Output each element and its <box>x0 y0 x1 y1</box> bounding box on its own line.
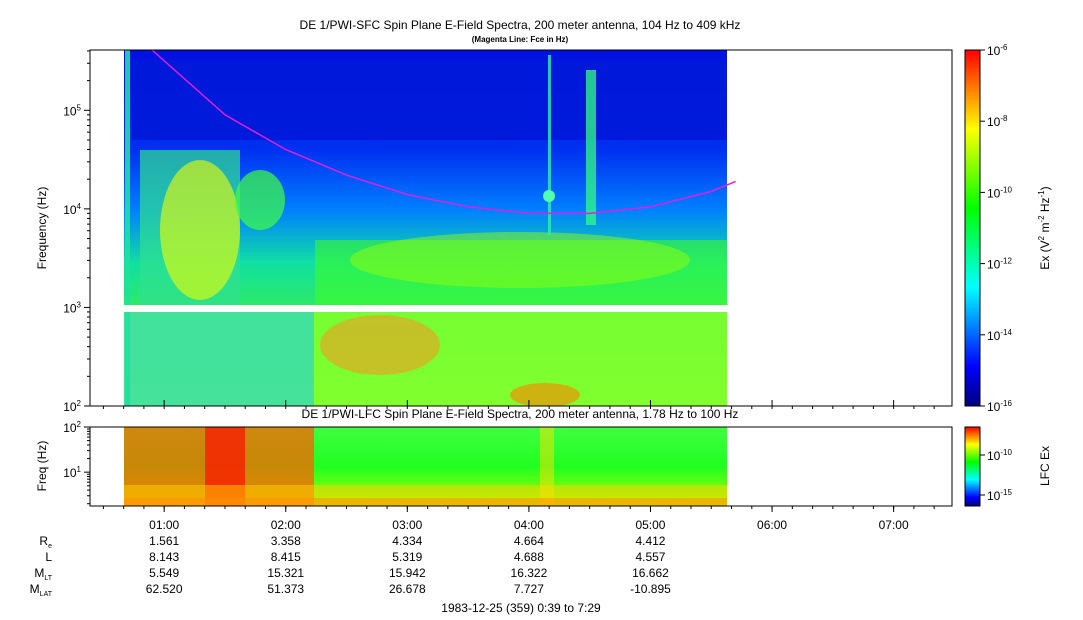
sfc-colorbar-ticks: 10-6 10-8 10-10 10-12 10-14 10-16 <box>980 43 1012 414</box>
time-axis-labels: 01:00 02:00 03:00 04:00 05:00 06:00 07:00 <box>149 518 909 532</box>
lfc-y-tick-label: 101 <box>63 465 81 480</box>
fce-line <box>151 50 736 215</box>
ephemeris-value: 7.727 <box>514 582 544 596</box>
sfc-hiss-band <box>315 240 727 306</box>
lfc-y-tick-label: 102 <box>63 420 81 435</box>
lfc-panel-title: DE 1/PWI-LFC Spin Plane E-Field Spectra,… <box>301 407 739 421</box>
ephemeris-value: 1.561 <box>149 534 179 548</box>
sfc-y-tick-label: 102 <box>63 399 81 414</box>
ephemeris-value: 16.662 <box>632 566 669 580</box>
ephemeris-value: 16.322 <box>511 566 548 580</box>
ephemeris-row-label: MLAT <box>30 582 53 598</box>
time-tick-label: 02:00 <box>271 518 301 532</box>
ephemeris-table: Re 1.561 3.358 4.334 4.664 4.412 L 8.143 8.415 5.… <box>30 534 671 598</box>
ephemeris-value: 15.942 <box>389 566 426 580</box>
ephemeris-value: 4.412 <box>635 534 665 548</box>
time-tick-label: 07:00 <box>879 518 909 532</box>
time-tick-label: 05:00 <box>635 518 665 532</box>
lfc-spike <box>540 427 554 506</box>
sfc-x-ticks <box>102 400 935 409</box>
ephemeris-value: 62.520 <box>146 582 183 596</box>
sfc-colorbar-tick-label: 10-12 <box>987 257 1012 272</box>
sfc-hiss-core <box>350 232 690 288</box>
lfc-plot-frame <box>89 426 953 507</box>
cb-label-exp2: -2 <box>1037 215 1046 223</box>
time-tick-label: 06:00 <box>757 518 787 532</box>
sfc-high-band-dark <box>132 60 727 140</box>
sfc-spike-blob <box>543 190 555 202</box>
ephemeris-value: 4.688 <box>514 550 544 564</box>
lfc-y-axis-label: Freq (Hz) <box>35 441 49 492</box>
sfc-spike-2 <box>548 55 551 235</box>
cb-label-suffix: ) <box>1038 186 1052 190</box>
ephemeris-value: 4.664 <box>514 534 544 548</box>
ephemeris-row-label: MLT <box>34 566 52 582</box>
sfc-colorbar-tick-label: 10-16 <box>987 399 1012 414</box>
cb-label-mid: m <box>1038 223 1052 236</box>
sfc-low-band-early <box>124 312 314 406</box>
sfc-spike-1 <box>125 50 130 406</box>
sfc-y-tick-label: 104 <box>63 202 81 217</box>
sfc-y-axis-label: Frequency (Hz) <box>35 187 49 270</box>
sfc-panel-subtitle: (Magenta Line: Fce in Hz) <box>471 35 569 44</box>
cb-label-exp3: -1 <box>1037 190 1046 198</box>
ephemeris-row-label: L <box>45 550 52 564</box>
ephemeris-value: -10.895 <box>630 582 671 596</box>
time-tick-label: 04:00 <box>514 518 544 532</box>
sfc-colorbar-tick-label: 10-14 <box>987 328 1012 343</box>
lfc-spectrogram-panel: 101 102 Freq (Hz) <box>35 420 953 512</box>
lfc-y-axis: 101 102 <box>63 420 90 505</box>
cb-label-exp1: 2 <box>1037 235 1046 240</box>
sfc-y-tick-label: 103 <box>63 300 81 315</box>
ephemeris-value: 4.557 <box>635 550 665 564</box>
lfc-colorbar-tick-label: 10-15 <box>987 488 1012 503</box>
ephemeris-value: 15.321 <box>267 566 304 580</box>
lfc-bottom-edge <box>124 498 727 506</box>
time-tick-label: 01:00 <box>149 518 179 532</box>
sfc-data-gap <box>124 305 729 312</box>
lfc-colorbar-tick-label: 10-10 <box>987 448 1012 463</box>
lfc-colorbar: 10-10 10-15 LFC Ex <box>964 426 1052 507</box>
sfc-colorbar-tick-label: 10-8 <box>987 114 1008 129</box>
lfc-colorbar-label: LFC Ex <box>1038 446 1052 486</box>
sfc-colorbar-tick-label: 10-6 <box>987 43 1008 58</box>
sfc-spectrogram-image <box>124 50 736 406</box>
time-tick-label: 03:00 <box>392 518 422 532</box>
ephemeris-value: 5.549 <box>149 566 179 580</box>
sfc-colorbar-label: Ex (V2 m-2 Hz-1) <box>1037 186 1052 269</box>
cb-label-mid2: Hz <box>1038 197 1052 215</box>
sfc-y-tick-label: 105 <box>63 103 81 118</box>
sfc-emission-blob-1 <box>160 160 240 300</box>
sfc-panel-title: DE 1/PWI-SFC Spin Plane E-Field Spectra,… <box>299 18 741 32</box>
sfc-spike-3 <box>586 70 596 225</box>
lfc-spectrogram-image <box>124 427 727 506</box>
ephemeris-value: 3.358 <box>271 534 301 548</box>
lfc-x-ticks <box>102 506 935 512</box>
date-range-label: 1983-12-25 (359) 0:39 to 7:29 <box>441 601 601 615</box>
lfc-colorbar-ticks: 10-10 10-15 <box>980 448 1012 503</box>
sfc-colorbar-gradient <box>964 49 981 407</box>
sfc-low-band-hot <box>320 315 440 375</box>
lfc-colorbar-gradient <box>964 426 981 507</box>
ephemeris-value: 4.334 <box>392 534 422 548</box>
ephemeris-value: 51.373 <box>267 582 304 596</box>
ephemeris-row-label: Re <box>39 534 52 550</box>
cb-label-prefix: Ex (V <box>1038 240 1052 269</box>
ephemeris-value: 8.143 <box>149 550 179 564</box>
sfc-low-band-spot <box>510 383 580 406</box>
sfc-y-axis: 102 103 104 105 <box>63 50 90 414</box>
ephemeris-value: 26.678 <box>389 582 426 596</box>
sfc-emission-blob-2 <box>235 170 285 230</box>
sfc-plot-frame <box>89 49 953 407</box>
sfc-spectrogram-panel: 102 103 104 105 Frequency (Hz) <box>35 49 953 414</box>
ephemeris-value: 8.415 <box>271 550 301 564</box>
ephemeris-value: 5.319 <box>392 550 422 564</box>
sfc-colorbar-tick-label: 10-10 <box>987 185 1012 200</box>
sfc-colorbar: 10-6 10-8 10-10 10-12 10-14 10-16 Ex (V2 m-2 … <box>964 43 1052 414</box>
